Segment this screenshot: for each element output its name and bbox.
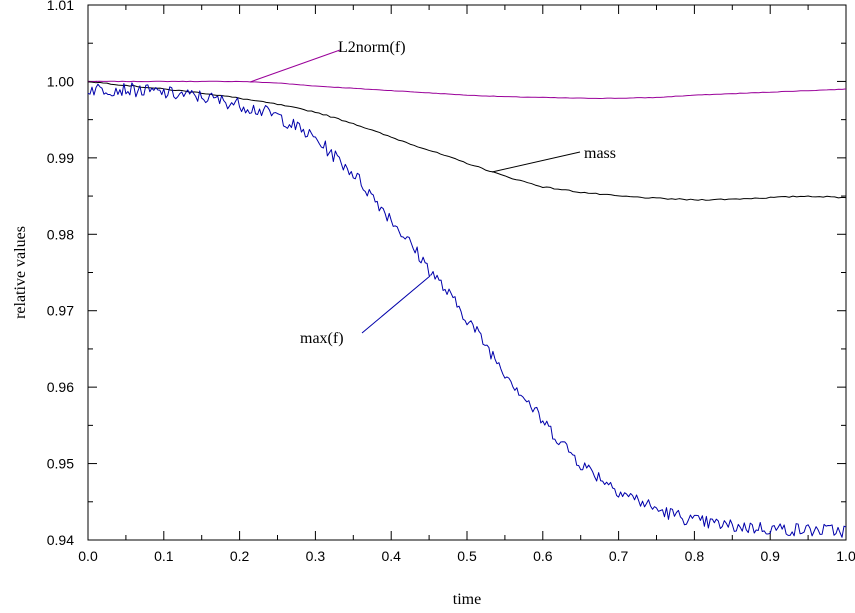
x-tick-label: 0.8 [685,548,705,564]
x-tick-label: 0.4 [381,548,401,564]
annotation-label: max(f) [300,330,344,347]
x-tick-label: 0.3 [306,548,326,564]
annotation-leader [491,151,581,173]
series-line-2 [87,82,847,538]
y-tick-label: 0.96 [47,379,74,395]
series-line-1 [87,81,847,201]
ticks: 0.0 0.1 0.2 0.3 0.4 0.5 0.6 0.7 0.8 0.9 1.0 0.94 0.9… [47,0,855,564]
x-tick-label: 0.0 [78,548,98,564]
y-tick-label: 1.01 [47,0,74,13]
x-axis-title: time [453,591,481,608]
y-tick-label: 0.99 [47,150,74,166]
annotation-label: mass [584,145,616,162]
series-layer [87,80,847,538]
y-tick-label: 1.00 [47,73,74,89]
y-tick-label: 0.97 [47,303,74,319]
y-tick-label: 0.94 [47,532,74,548]
y-tick-label: 0.95 [47,456,74,472]
x-tick-label: 0.2 [230,548,250,564]
annotation-label: L2norm(f) [338,39,406,56]
x-tick-label: 1.0 [836,548,855,564]
annotation-layer: L2norm(f) mass max(f) [249,39,616,347]
series-line-0 [87,80,847,99]
plot-frame [87,4,847,541]
annotation-leader [249,49,341,83]
x-tick-label: 0.7 [609,548,629,564]
y-axis-title: relative values [12,226,29,319]
axes [87,4,847,541]
x-tick-label: 0.9 [760,548,780,564]
y-tick-label: 0.98 [47,226,74,242]
x-tick-label: 0.1 [154,548,174,564]
annotation-leader [361,275,431,334]
x-tick-label: 0.5 [457,548,477,564]
x-tick-label: 0.6 [533,548,553,564]
